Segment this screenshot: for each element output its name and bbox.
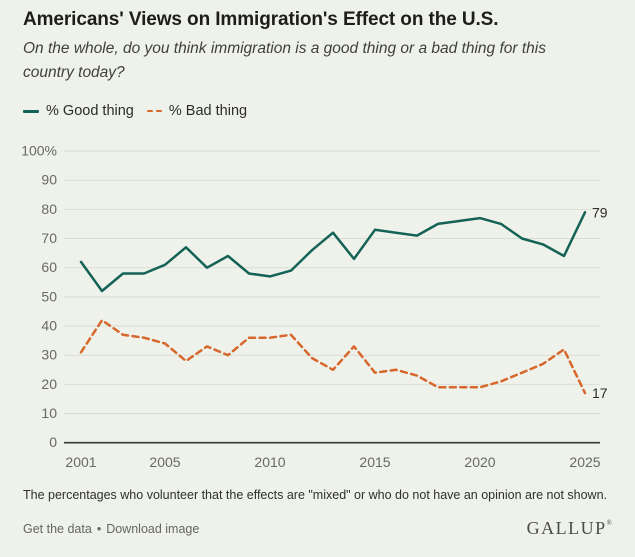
- y-tick-label: 20: [41, 376, 57, 392]
- y-tick-label: 30: [41, 347, 57, 363]
- x-axis-labels: 2001 2005 2010 2015 2020 2025: [65, 454, 600, 470]
- y-tick-label: 90: [41, 172, 57, 188]
- good-end-value-label: 79: [592, 204, 608, 220]
- chart-subtitle-line2: country today?: [23, 64, 125, 81]
- end-labels: 79 17: [592, 204, 608, 401]
- footer: Get the data • Download image GALLUP®: [23, 518, 612, 539]
- series-lines: [79, 211, 587, 395]
- x-tick-label: 2020: [464, 454, 495, 470]
- good-series-line: [79, 211, 587, 293]
- legend-item-bad: % Bad thing: [146, 103, 248, 119]
- gallup-wordmark: GALLUP: [526, 518, 607, 538]
- y-tick-label: 70: [41, 230, 57, 246]
- x-tick-label: 2015: [359, 454, 390, 470]
- x-tick-label: 2001: [65, 454, 96, 470]
- gallup-logo: GALLUP®: [527, 518, 612, 539]
- footer-links: Get the data • Download image: [23, 522, 199, 536]
- download-image-link[interactable]: Download image: [106, 521, 200, 536]
- bad-series-line: [79, 318, 587, 395]
- legend-label-good: % Good thing: [46, 103, 134, 119]
- y-tick-label: 60: [41, 259, 57, 275]
- legend: % Good thing % Bad thing: [23, 103, 247, 119]
- bad-end-value-label: 17: [592, 385, 608, 401]
- gridlines: [64, 150, 600, 444]
- dash-segment: [155, 109, 162, 113]
- dash-segment: [146, 109, 153, 113]
- y-tick-label: 80: [41, 201, 57, 217]
- chart-subtitle-line1: On the whole, do you think immigration i…: [23, 40, 546, 57]
- legend-label-bad: % Bad thing: [168, 103, 248, 119]
- bad-line-swatch-icon: [146, 109, 162, 113]
- chart-subtitle: On the whole, do you think immigration i…: [23, 37, 613, 85]
- trend-chart: 0 10 20 30 40 50 60 70 80 90 100% 2001 2005 2010 2015…: [21, 143, 608, 470]
- legend-item-good: % Good thing: [23, 103, 134, 119]
- y-tick-label: 50: [41, 288, 57, 304]
- y-tick-label: 100%: [21, 143, 57, 159]
- x-tick-label: 2025: [569, 454, 600, 470]
- good-line-swatch-icon: [23, 109, 39, 113]
- y-tick-label: 10: [41, 405, 57, 421]
- y-tick-label: 40: [41, 318, 57, 334]
- get-the-data-link[interactable]: Get the data: [23, 521, 92, 536]
- page-title: Americans' Views on Immigration's Effect…: [23, 9, 499, 30]
- trademark-symbol: ®: [606, 519, 612, 527]
- footnote: The percentages who volunteer that the e…: [23, 488, 608, 502]
- y-tick-label: 0: [49, 434, 57, 450]
- y-axis-labels: 0 10 20 30 40 50 60 70 80 90 100%: [21, 143, 57, 451]
- footer-separator: •: [96, 521, 102, 536]
- x-tick-label: 2005: [149, 454, 180, 470]
- x-tick-label: 2010: [254, 454, 285, 470]
